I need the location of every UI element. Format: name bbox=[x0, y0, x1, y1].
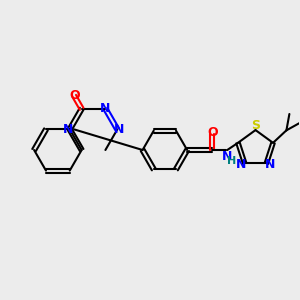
Text: N: N bbox=[265, 158, 275, 171]
Text: O: O bbox=[69, 89, 80, 102]
Text: H: H bbox=[227, 156, 237, 166]
Text: N: N bbox=[236, 158, 246, 171]
Text: O: O bbox=[207, 126, 218, 139]
Text: N: N bbox=[114, 123, 124, 136]
Text: N: N bbox=[100, 102, 111, 115]
Text: S: S bbox=[251, 119, 260, 132]
Text: N: N bbox=[222, 150, 232, 163]
Text: N: N bbox=[63, 123, 74, 136]
